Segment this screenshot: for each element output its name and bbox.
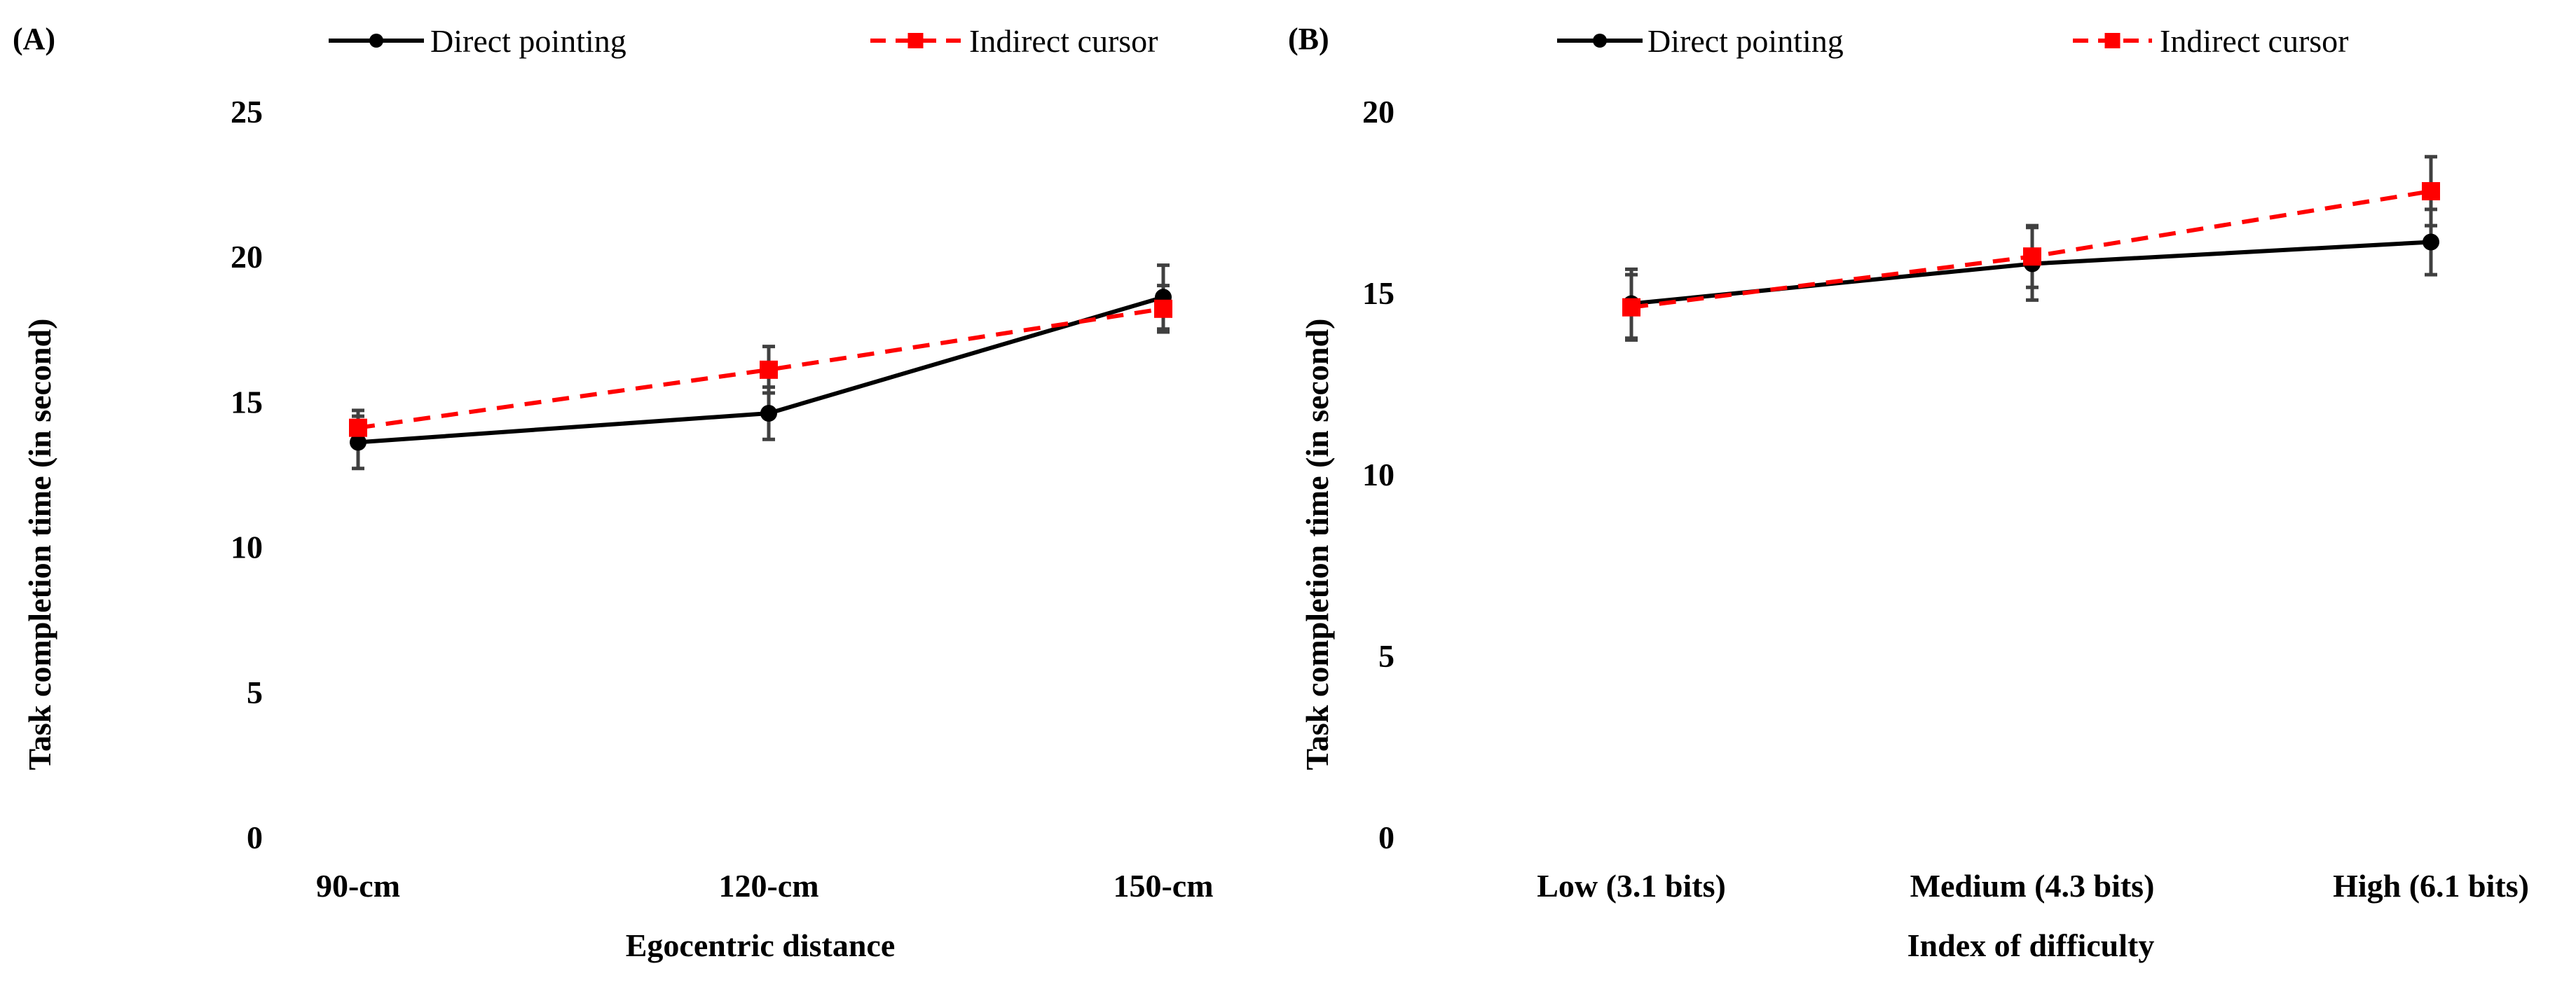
- legend-marker-square: [907, 33, 924, 48]
- data-point-indirect-cursor: [1622, 298, 1640, 317]
- y-tick-label: 15: [1362, 275, 1395, 311]
- panel-label: (A): [13, 22, 55, 56]
- data-point-indirect-cursor: [349, 418, 367, 437]
- y-tick-label: 0: [247, 820, 263, 855]
- x-axis-title: Egocentric distance: [626, 927, 896, 963]
- x-tick-label: High (6.1 bits): [2333, 868, 2529, 904]
- legend-marker-square: [2104, 33, 2121, 48]
- y-tick-label: 5: [1378, 638, 1395, 674]
- x-tick-label: Low (3.1 bits): [1537, 868, 1726, 904]
- x-axis-title: Index of difficulty: [1907, 927, 2155, 963]
- chart-panel-a: (A) Direct pointing Indirect cursor 0 5 10 15 2…: [13, 22, 1214, 963]
- series-line-indirect-cursor: [357, 306, 1164, 430]
- y-tick-label: 20: [231, 239, 263, 275]
- y-tick-label: 15: [231, 384, 263, 420]
- y-tick-label: 10: [1362, 457, 1395, 492]
- legend-label: Direct pointing: [430, 23, 626, 59]
- y-axis-title: Task completion time (in second): [1299, 319, 1335, 771]
- chart-panel-b: (B) Direct pointing Indirect cursor 0 5 10 15 2…: [1288, 22, 2529, 963]
- y-tick-label: 25: [231, 94, 263, 130]
- legend-label: Indirect cursor: [969, 23, 1158, 59]
- data-point-indirect-cursor: [1154, 299, 1172, 318]
- legend-marker-circle: [369, 34, 383, 48]
- legend-label: Direct pointing: [1647, 23, 1844, 59]
- data-point-indirect-cursor: [2023, 247, 2041, 266]
- y-tick-label: 20: [1362, 94, 1395, 130]
- data-point-direct-pointing: [760, 404, 777, 422]
- x-tick-label: 90-cm: [316, 868, 400, 904]
- legend-marker-circle: [1593, 34, 1607, 48]
- data-point-indirect-cursor: [760, 360, 778, 379]
- y-axis-title: Task completion time (in second): [22, 319, 57, 771]
- data-point-direct-pointing: [350, 434, 366, 451]
- x-tick-label: 120-cm: [718, 868, 818, 904]
- x-tick-label: Medium (4.3 bits): [1910, 868, 2155, 904]
- data-point-indirect-cursor: [2422, 181, 2440, 200]
- data-point-direct-pointing: [2423, 233, 2439, 251]
- y-tick-label: 5: [247, 675, 263, 710]
- y-tick-label: 0: [1378, 820, 1395, 855]
- x-tick-label: 150-cm: [1113, 868, 1213, 904]
- y-tick-label: 10: [231, 530, 263, 565]
- panel-label: (B): [1288, 22, 1329, 56]
- legend-label: Indirect cursor: [2160, 23, 2349, 59]
